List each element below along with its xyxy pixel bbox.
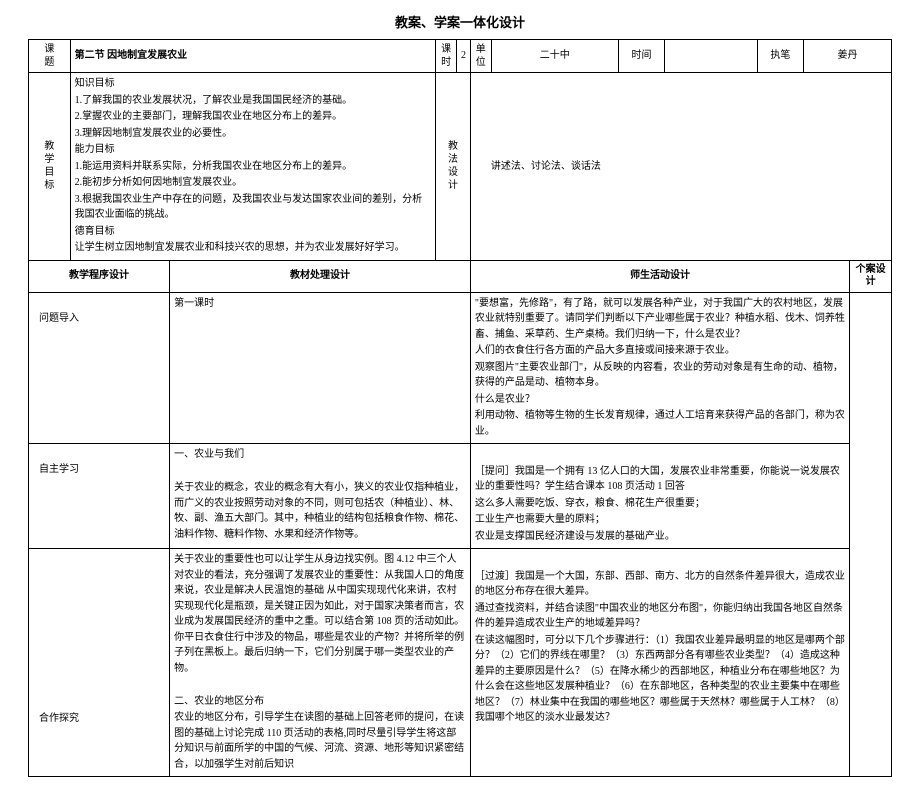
- head-material: 教材处理设计: [170, 260, 471, 292]
- author-value: 姜丹: [804, 40, 892, 73]
- stage-self: 自主学习: [29, 444, 170, 549]
- material-self: 一、农业与我们 关于农业的概念，农业的概念有大有小，狭义的农业仅指种植业，而广义…: [170, 444, 471, 549]
- head-case: 个案设计: [850, 260, 892, 292]
- label-author: 执笔: [757, 40, 803, 73]
- material-intro: 第一课时: [170, 292, 471, 444]
- hours-value: 2: [456, 40, 470, 73]
- lesson-plan-table: 课题 第二节 因地制宜发展农业 课时 2 单位 二十中 时间 执笔 姜丹 教学目…: [28, 39, 892, 777]
- stage-coop: 合作探究: [29, 549, 170, 777]
- time-value: [665, 40, 758, 73]
- head-activity: 师生活动设计: [470, 260, 849, 292]
- label-method: 教法设计: [436, 73, 471, 261]
- head-program: 教学程序设计: [29, 260, 170, 292]
- stage-intro: 问题导入: [29, 292, 170, 444]
- label-time: 时间: [618, 40, 664, 73]
- label-goals: 教学目标: [29, 73, 71, 261]
- method-value: 讲述法、讨论法、谈话法: [470, 73, 891, 261]
- goals-content: 知识目标 1.了解我国的农业发展状况，了解农业是我国国民经济的基础。 2.掌握农…: [70, 73, 436, 261]
- case-cell: [850, 292, 892, 777]
- label-hours: 课时: [436, 40, 457, 73]
- label-unit: 单位: [470, 40, 491, 73]
- material-coop: 关于农业的重要性也可以让学生从身边找实例。图 4.12 中三个人对农业的看法，充…: [170, 549, 471, 777]
- activity-self: ［提问］我国是一个拥有 13 亿人口的大国，发展农业非常重要，你能说一说发展农业…: [470, 444, 849, 549]
- unit-value: 二十中: [491, 40, 618, 73]
- page-title: 教案、学案一体化设计: [28, 12, 892, 31]
- activity-intro: "要想富，先修路"，有了路，就可以发展各种产业，对于我国广大的农村地区，发展农业…: [470, 292, 849, 444]
- activity-coop: ［过渡］我国是一个大国，东部、西部、南方、北方的自然条件差异很大，造成农业的地区…: [470, 549, 849, 777]
- topic-value: 第二节 因地制宜发展农业: [70, 40, 436, 73]
- label-topic: 课题: [29, 40, 71, 73]
